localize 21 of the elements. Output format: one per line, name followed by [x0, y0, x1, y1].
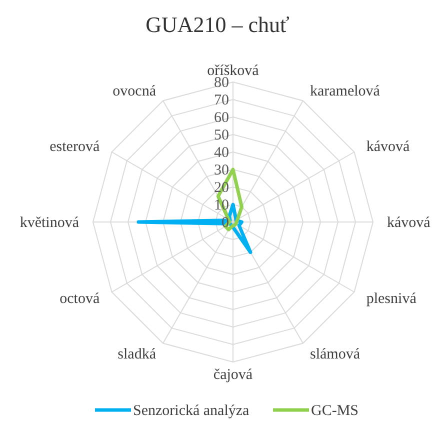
- spoke-label: kávová: [366, 139, 410, 155]
- spoke-label: květinová: [20, 215, 80, 231]
- spoke-label: karamelová: [310, 83, 380, 100]
- chart-title: GUA210 – chuť: [146, 12, 290, 37]
- y-tick-label: 40: [214, 145, 229, 161]
- spoke-label: plesnivá: [366, 291, 417, 307]
- spoke-label: sladká: [118, 346, 156, 363]
- spoke-label: octová: [60, 291, 100, 307]
- spoke-label: slámová: [310, 346, 360, 363]
- legend-label: GC-MS: [311, 403, 359, 419]
- y-tick-label: 80: [214, 75, 229, 91]
- y-tick-label: 70: [214, 92, 229, 108]
- y-tick-label: 60: [214, 110, 229, 126]
- spoke-label: ovocná: [112, 83, 156, 100]
- spoke-label: kávová: [387, 215, 431, 231]
- y-tick-label: 50: [214, 128, 229, 144]
- spoke-label: čajová: [213, 367, 253, 383]
- y-tick-label: 0: [222, 215, 229, 231]
- y-tick-label: 30: [214, 162, 229, 178]
- legend-label: Senzorická analýza: [133, 403, 250, 419]
- spoke-label: esterová: [50, 139, 100, 155]
